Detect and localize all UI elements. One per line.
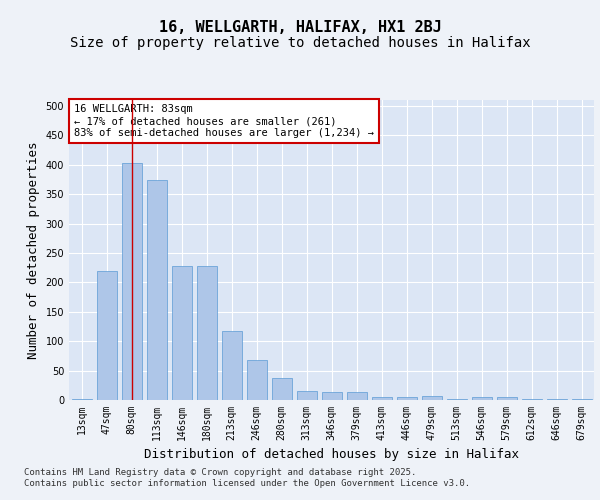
Text: 16, WELLGARTH, HALIFAX, HX1 2BJ: 16, WELLGARTH, HALIFAX, HX1 2BJ [158,20,442,35]
Bar [146,180,167,400]
Bar [71,399,91,400]
Bar [121,163,142,400]
Bar [172,266,191,400]
Text: 16 WELLGARTH: 83sqm
← 17% of detached houses are smaller (261)
83% of semi-detac: 16 WELLGARTH: 83sqm ← 17% of detached ho… [74,104,374,138]
Y-axis label: Number of detached properties: Number of detached properties [27,141,40,359]
Bar [221,331,241,400]
Bar [472,397,491,400]
Bar [347,392,367,400]
Text: Contains HM Land Registry data © Crown copyright and database right 2025.
Contai: Contains HM Land Registry data © Crown c… [24,468,470,487]
Bar [322,392,341,400]
Bar [247,360,266,400]
Bar [421,396,442,400]
Bar [197,266,217,400]
Bar [497,397,517,400]
Text: Size of property relative to detached houses in Halifax: Size of property relative to detached ho… [70,36,530,50]
Bar [397,397,416,400]
Bar [271,378,292,400]
Bar [97,270,116,400]
Bar [296,390,317,400]
Bar [371,397,392,400]
X-axis label: Distribution of detached houses by size in Halifax: Distribution of detached houses by size … [144,448,519,462]
